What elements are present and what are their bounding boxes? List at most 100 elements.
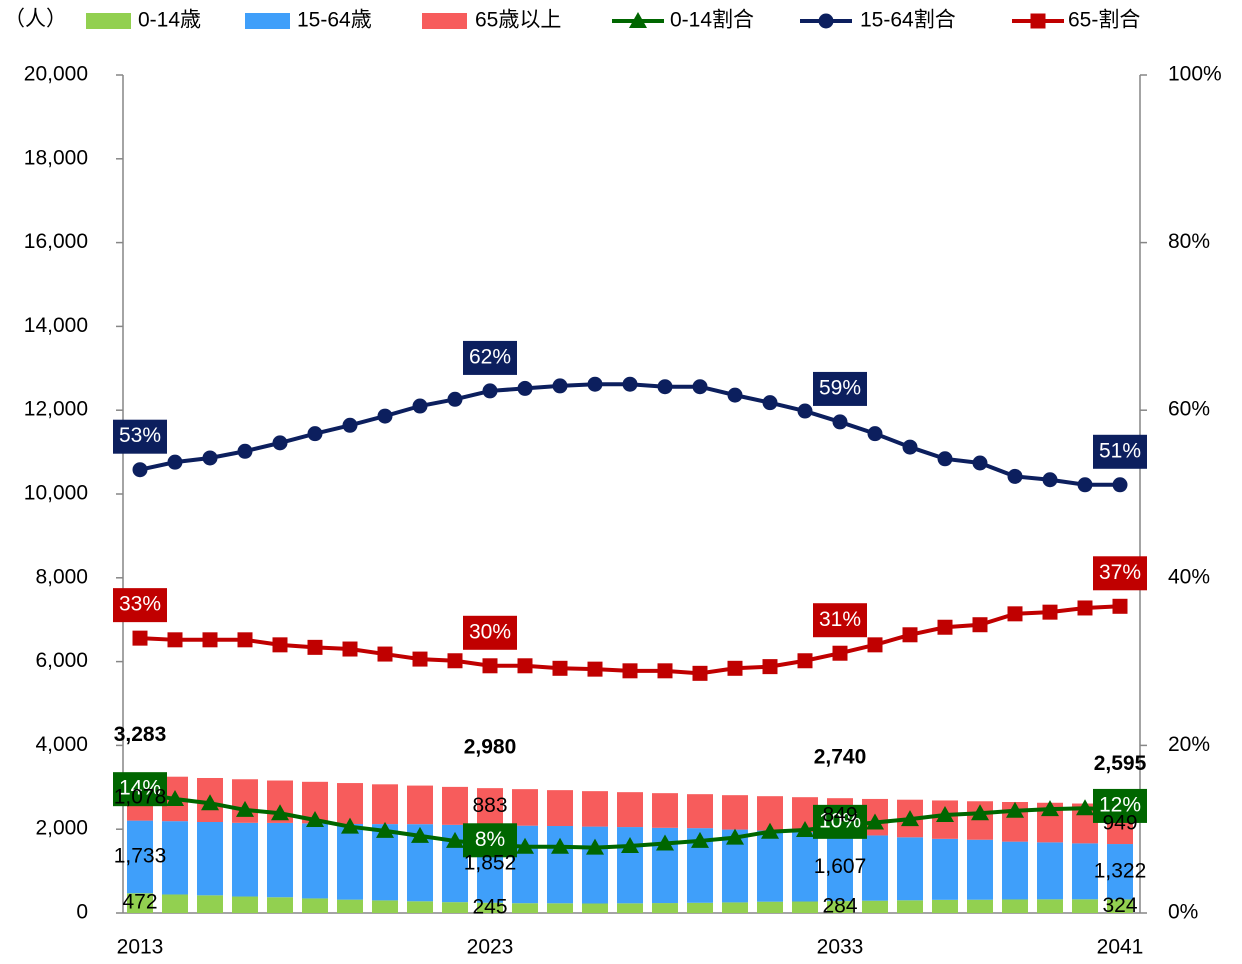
x-tick-label: 2023 — [467, 936, 514, 959]
marker — [761, 822, 779, 839]
marker — [832, 645, 848, 661]
bar-segment — [1107, 844, 1133, 900]
legend-item: 15-64歳 — [245, 9, 372, 32]
bar-segment — [652, 793, 678, 828]
y-tick-label: 12,000 — [24, 398, 88, 421]
bar-segment — [1072, 899, 1098, 913]
legend-label: 65-割合 — [1068, 9, 1140, 32]
bar-segment — [827, 833, 853, 902]
label-box — [113, 419, 167, 454]
marker — [866, 813, 884, 830]
bar-segment — [337, 899, 363, 913]
y-tick-label: 4,000 — [35, 733, 88, 756]
bar-segment — [512, 903, 538, 913]
line-value-label: 33% — [119, 593, 161, 616]
marker — [202, 632, 218, 648]
label-box — [813, 804, 867, 839]
bar-segment — [477, 788, 503, 826]
y2-tick-label: 80% — [1168, 230, 1210, 253]
marker — [692, 665, 708, 681]
marker — [1007, 606, 1023, 622]
bar-segment — [372, 900, 398, 913]
marker — [818, 13, 834, 29]
bar-value-label: 849 — [822, 804, 857, 827]
bar-segment — [407, 901, 433, 913]
bar-segment — [512, 789, 538, 826]
bar-segment — [687, 902, 713, 913]
y-tick-label: 18,000 — [24, 146, 88, 169]
marker — [797, 403, 813, 419]
marker — [902, 627, 918, 643]
marker — [167, 454, 183, 470]
bar-value-label: 324 — [1102, 894, 1137, 917]
line-value-label: 31% — [819, 608, 861, 631]
bar-segment — [232, 822, 258, 897]
marker — [272, 637, 288, 653]
marker — [482, 658, 498, 674]
label-box — [1093, 788, 1147, 823]
label-box — [1093, 434, 1147, 469]
bar-segment — [1107, 899, 1133, 913]
marker — [936, 805, 954, 822]
legend-label: 15-64割合 — [860, 9, 956, 32]
label-box — [113, 588, 167, 623]
marker — [342, 641, 358, 657]
bar-segment — [932, 838, 958, 900]
marker — [1112, 477, 1128, 493]
marker — [166, 790, 184, 807]
y2-tick-label: 60% — [1168, 398, 1210, 421]
marker — [446, 831, 464, 848]
line-value-label: 53% — [119, 424, 161, 447]
bar-segment — [442, 786, 468, 825]
bar-segment — [267, 897, 293, 913]
legend-item: 65歳以上 — [422, 9, 561, 32]
marker — [762, 659, 778, 675]
marker — [832, 414, 848, 430]
y-tick-label: 0 — [76, 901, 88, 924]
marker — [236, 800, 254, 817]
marker — [937, 451, 953, 467]
label-box — [463, 615, 517, 650]
label-box — [1093, 556, 1147, 591]
bar-segment — [337, 783, 363, 825]
bar-segment — [302, 823, 328, 899]
marker — [901, 810, 919, 827]
bar-segment — [862, 835, 888, 901]
marker — [587, 661, 603, 677]
bar-segment — [407, 785, 433, 825]
bar-segment — [162, 894, 188, 913]
y2-tick-label: 40% — [1168, 565, 1210, 588]
marker — [202, 450, 218, 466]
marker — [447, 391, 463, 407]
y2-tick-label: 100% — [1168, 63, 1222, 86]
bar-segment — [687, 794, 713, 829]
legend-label: 0-14割合 — [670, 9, 754, 32]
x-tick-label: 2013 — [117, 936, 164, 959]
bar-segment — [1002, 899, 1028, 913]
marker — [1042, 604, 1058, 620]
label-box — [813, 603, 867, 638]
marker — [411, 826, 429, 843]
legend-swatch — [86, 13, 131, 29]
marker — [307, 426, 323, 442]
marker — [691, 831, 709, 848]
marker — [657, 663, 673, 679]
marker — [692, 379, 708, 395]
marker — [1030, 13, 1046, 29]
bar-segment — [1072, 843, 1098, 900]
line-value-label: 62% — [469, 345, 511, 368]
legend-label: 0-14歳 — [138, 9, 201, 32]
line-value-label: 51% — [1099, 439, 1141, 462]
bar-segment — [757, 901, 783, 913]
line-value-label: 8% — [475, 828, 505, 851]
y-tick-label: 8,000 — [35, 565, 88, 588]
bar-value-label: 1,078 — [114, 786, 167, 809]
marker — [656, 834, 674, 851]
bar-segment — [862, 900, 888, 913]
marker — [657, 379, 673, 395]
bar-segment — [582, 826, 608, 904]
marker — [517, 380, 533, 396]
bar-segment — [197, 821, 223, 896]
bar-segment — [967, 839, 993, 900]
bar-value-label: 1,852 — [464, 851, 517, 874]
